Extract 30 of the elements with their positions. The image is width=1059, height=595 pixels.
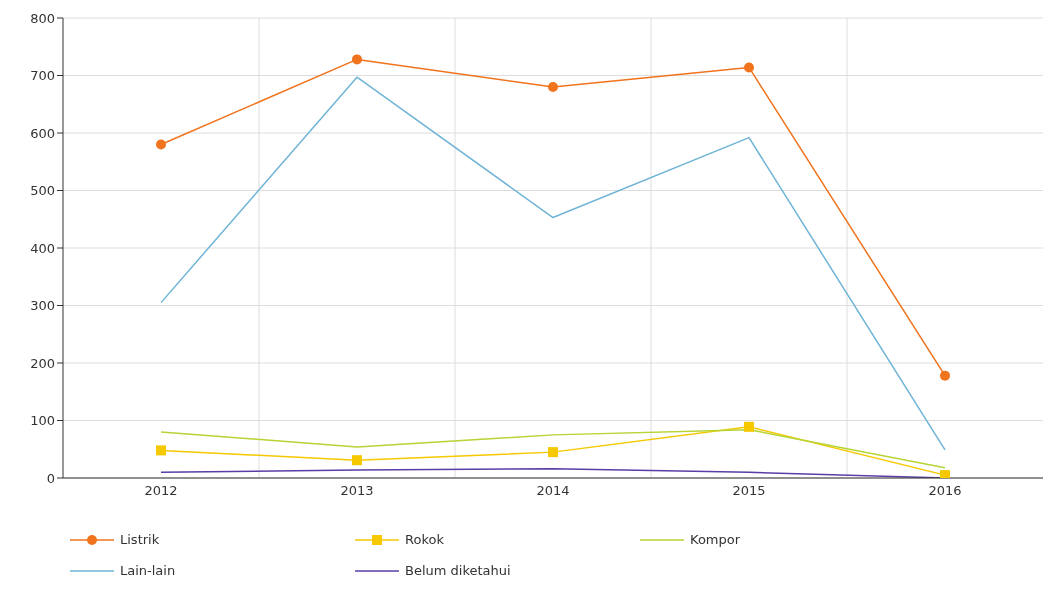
- y-tick-label: 600: [30, 125, 55, 141]
- y-tick-label: 0: [46, 470, 55, 486]
- y-tick-label: 500: [30, 183, 55, 199]
- point: [548, 447, 558, 458]
- y-tick-label: 200: [30, 355, 55, 371]
- point: [352, 455, 362, 466]
- legend-label: Belum diketahui: [405, 563, 511, 578]
- point: [156, 445, 166, 456]
- legend-label: Kompor: [690, 532, 741, 547]
- point: [744, 421, 754, 432]
- point: [548, 82, 558, 92]
- point: [940, 470, 950, 478]
- point: [744, 62, 754, 73]
- x-tick-label: 2012: [144, 483, 178, 499]
- y-tick-label: 800: [30, 10, 55, 26]
- legend-label: Rokok: [405, 532, 444, 547]
- point: [940, 370, 950, 381]
- x-tick-label: 2016: [928, 483, 962, 499]
- line-series: [160, 76, 946, 451]
- x-tick-label: 2014: [536, 483, 570, 499]
- x-tick-label: 2013: [340, 483, 374, 499]
- x-tick-label: 2015: [732, 483, 766, 499]
- y-tick-label: 100: [30, 413, 55, 429]
- point: [352, 54, 362, 65]
- y-tick-label: 300: [30, 298, 55, 314]
- y-tick-label: 400: [30, 240, 55, 256]
- legend-label: Listrik: [120, 532, 160, 547]
- y-tick-label: 700: [30, 68, 55, 84]
- legend-label: Lain-lain: [120, 563, 176, 578]
- point: [156, 139, 166, 150]
